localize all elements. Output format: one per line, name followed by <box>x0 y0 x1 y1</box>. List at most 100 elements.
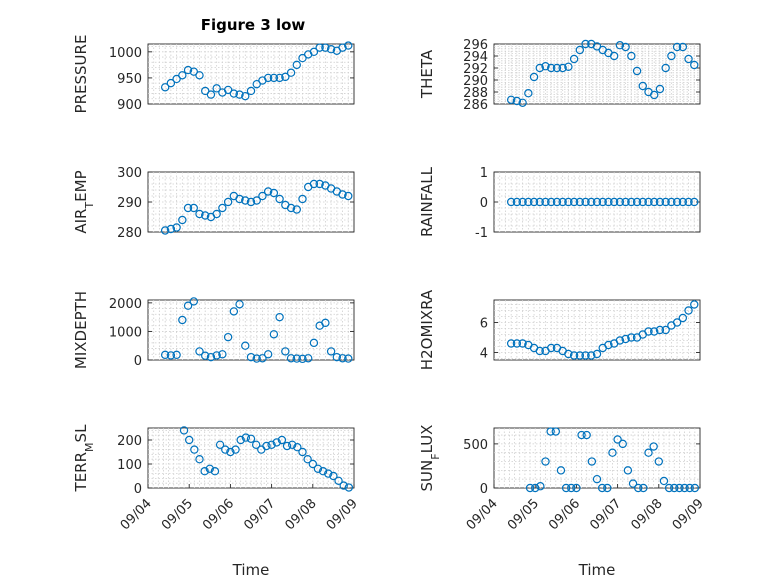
mixdepth-point <box>292 354 301 363</box>
terr-msl-series <box>179 426 354 492</box>
h2omixra-y-tick-label: 4 <box>480 347 488 362</box>
air-temp-point <box>241 196 250 205</box>
theta-y-label: THETA <box>418 49 436 99</box>
rainfall-point <box>644 197 653 207</box>
pressure-point <box>183 65 193 75</box>
air-temp-point <box>183 203 193 213</box>
air-temp-y-tick-label: 290 <box>117 196 142 211</box>
terr-msl-y-tick-label: 200 <box>117 434 142 449</box>
theta-point <box>667 51 676 61</box>
pressure-point <box>315 43 324 52</box>
terr-msl-x-tick-label: 09/05 <box>159 496 196 533</box>
rainfall-point <box>615 197 625 207</box>
sun-flux-point <box>567 483 576 493</box>
air-temp-point <box>246 197 256 207</box>
rainfall-y-tick-label: -1 <box>475 226 488 241</box>
theta-point <box>609 51 619 61</box>
sun-flux-point <box>659 476 669 486</box>
mixdepth-point <box>269 330 279 339</box>
sun-flux-point <box>541 457 550 466</box>
pressure-point <box>326 45 336 54</box>
mixdepth-point <box>258 354 267 363</box>
sun-flux-series <box>525 427 700 493</box>
pressure-point <box>160 83 170 92</box>
air-temp-point <box>275 194 284 204</box>
rainfall-point <box>564 197 573 207</box>
h2omixra-point <box>627 333 636 342</box>
theta-point <box>615 41 625 50</box>
sun-flux-point <box>556 466 566 475</box>
rainfall-y-label: RAINFALL <box>418 166 436 237</box>
rainfall-point <box>661 197 670 207</box>
rainfall-point <box>621 197 630 207</box>
terr-msl-point <box>324 469 333 478</box>
pressure-point <box>223 85 233 95</box>
sun-flux-point <box>628 479 638 488</box>
mixdepth-point <box>304 354 313 363</box>
sun-flux-point <box>582 430 591 440</box>
terr-msl-point <box>272 438 281 447</box>
rainfall-point <box>638 197 647 207</box>
pressure-point <box>309 47 319 57</box>
rainfall-point <box>581 197 590 207</box>
terr-msl-point <box>200 467 209 476</box>
air-temp-point <box>309 179 319 189</box>
theta-point <box>535 63 544 73</box>
mixdepth-point <box>206 352 216 362</box>
air-temp-point <box>263 187 273 196</box>
h2omixra-point <box>569 351 579 360</box>
rainfall-point <box>569 197 579 207</box>
h2omixra-point <box>678 313 688 323</box>
sun-flux-y-tick-label: 0 <box>480 482 488 497</box>
sun-flux-y-tick-label: 500 <box>463 438 488 453</box>
air-temp-point <box>292 205 301 214</box>
terr-msl-x-label: Time <box>232 561 270 579</box>
terr-msl-point <box>262 441 271 451</box>
mixdepth-point <box>332 352 342 362</box>
theta-point <box>518 98 527 108</box>
sun-flux-x-tick-label: 09/05 <box>505 496 542 533</box>
terr-msl-point <box>231 445 240 454</box>
air-temp-y-tick-label: 280 <box>117 226 142 241</box>
terr-msl-y-tick-label: 0 <box>134 482 142 497</box>
h2omixra-point <box>581 351 590 360</box>
mixdepth-y-label: MIXDEPTH <box>72 291 90 369</box>
mixdepth-point <box>241 341 250 350</box>
pressure-point <box>229 89 239 98</box>
rainfall-point <box>552 197 562 207</box>
theta-point <box>524 88 533 98</box>
air-temp-point <box>212 209 221 219</box>
sun-flux-y-label: SUNFLUX <box>418 425 442 492</box>
rainfall-point <box>524 197 533 207</box>
h2omixra-point <box>518 339 527 348</box>
sun-flux-point <box>685 483 694 493</box>
air-temp-point <box>315 179 324 189</box>
mixdepth-point <box>218 350 227 359</box>
rainfall-y-tick-label: 1 <box>480 166 488 181</box>
terr-msl-y-label: TERRMSL <box>72 424 96 493</box>
pressure-point <box>206 90 216 99</box>
h2omixra-y-tick-label: 6 <box>480 317 488 332</box>
terr-msl-point <box>179 426 189 435</box>
theta-point <box>650 90 659 100</box>
h2omixra-point <box>575 351 585 360</box>
sun-flux-point <box>618 439 627 449</box>
pressure-y-tick-label: 1000 <box>109 46 142 61</box>
pressure-point <box>212 84 221 93</box>
terr-msl-x-tick-label: 09/08 <box>283 496 320 533</box>
sun-flux-point <box>654 457 664 466</box>
rainfall-point <box>609 197 619 207</box>
mixdepth-y-tick-label: 2000 <box>109 297 142 312</box>
mixdepth-point <box>189 297 198 306</box>
mixdepth-point <box>321 318 330 328</box>
air-temp-y-label: AIRTEMP <box>72 170 96 233</box>
pressure-point <box>338 43 347 52</box>
h2omixra-point <box>655 325 665 335</box>
sun-flux-point <box>690 483 700 493</box>
mixdepth-point <box>286 354 296 363</box>
rainfall-point <box>598 197 607 207</box>
sun-flux-point <box>572 483 581 493</box>
